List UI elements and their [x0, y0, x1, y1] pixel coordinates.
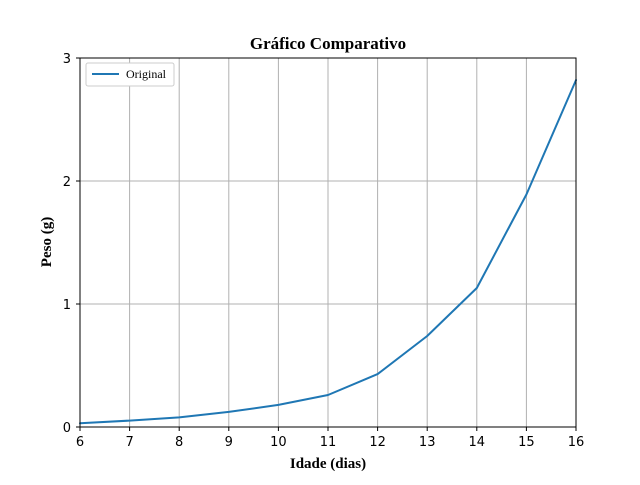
data-point [277, 404, 279, 406]
data-point [129, 420, 131, 422]
x-axis-ticks: 6 7 8 9 10 11 12 13 14 15 16 [76, 427, 584, 450]
data-point [228, 411, 230, 413]
data-point [377, 373, 379, 375]
x-tick-label: 14 [469, 435, 486, 450]
y-tick-label: 0 [63, 421, 71, 436]
chart-title: Gráfico Comparativo [250, 34, 406, 53]
legend: Original [85, 62, 175, 87]
y-axis-ticks: 0 1 2 3 [63, 52, 80, 436]
x-tick-label: 6 [76, 435, 84, 450]
x-tick-label: 13 [419, 435, 436, 450]
data-point [525, 194, 527, 196]
legend-box [85, 62, 175, 87]
x-tick-label: 15 [518, 435, 535, 450]
data-point [426, 335, 428, 337]
x-tick-label: 16 [568, 435, 585, 450]
y-tick-label: 3 [63, 52, 71, 67]
x-tick-label: 7 [125, 435, 133, 450]
legend-label-original: Original [126, 67, 167, 81]
x-tick-label: 8 [175, 435, 183, 450]
x-tick-label: 10 [270, 435, 287, 450]
x-tick-label: 11 [320, 435, 337, 450]
series-line-original [79, 79, 577, 425]
data-point [476, 287, 478, 289]
y-tick-label: 1 [63, 298, 71, 313]
y-axis-title: Peso (g) [39, 217, 55, 267]
x-tick-label: 9 [225, 435, 233, 450]
data-point [327, 394, 329, 396]
series-layer [79, 79, 577, 425]
y-tick-label: 2 [63, 175, 71, 190]
x-tick-label: 12 [369, 435, 386, 450]
data-point [178, 416, 180, 418]
x-axis-title: Idade (dias) [290, 456, 366, 472]
